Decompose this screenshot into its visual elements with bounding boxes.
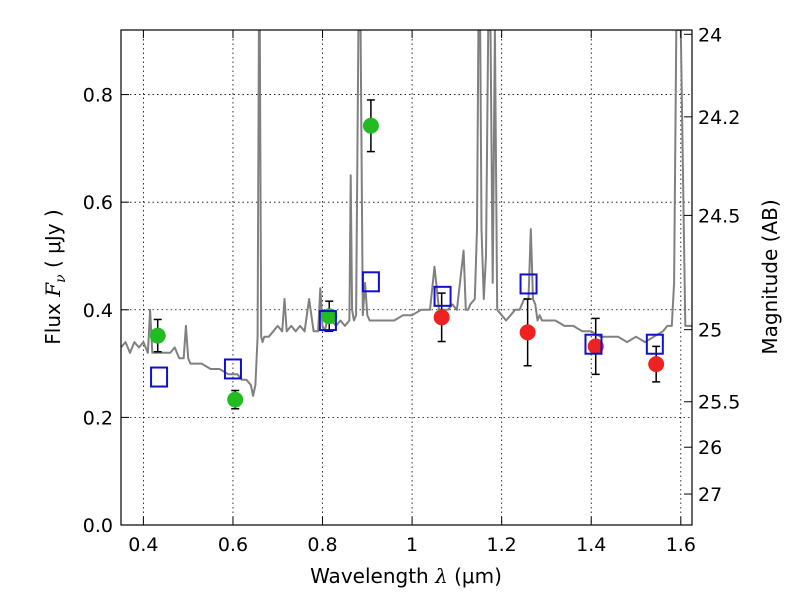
x-tick-label: 0.8	[307, 534, 337, 556]
photometry-point	[648, 356, 665, 373]
model-photometry-square	[519, 273, 538, 295]
y2-tick-label: 26	[698, 437, 722, 459]
axis-ticks: 0.4 0.6 0.8 1 1.2 1.4 1.6 0.0 0.2 0.4 0.6 0.8 24 24.2…	[83, 24, 741, 556]
photometry-points-layer	[149, 99, 665, 410]
y-axis-label: Flux Fν ( μJy )	[41, 209, 69, 344]
photometry-point	[227, 391, 244, 408]
plot-frame	[120, 29, 693, 526]
model-photometry-square	[361, 271, 380, 293]
model-photometry-square	[645, 333, 664, 355]
x-tick-label: 1.2	[487, 534, 517, 556]
y2-axis-label: Magnitude (AB)	[758, 199, 782, 354]
y2-tick-label: 24.5	[698, 205, 740, 227]
model-photometry-square	[318, 310, 337, 332]
photometry-point	[149, 327, 166, 344]
photometry-point	[321, 308, 338, 325]
y-tick-label: 0.2	[83, 407, 113, 429]
photometry-point	[519, 324, 536, 341]
model-photometry-square	[584, 333, 603, 355]
plot-background	[121, 30, 692, 525]
model-photometry-square	[433, 285, 452, 307]
y-tick-label: 0.6	[83, 192, 113, 214]
y2-tick-label: 24	[698, 24, 722, 46]
x-tick-label: 1.4	[576, 534, 606, 556]
photometry-point	[587, 338, 604, 355]
x-tick-label: 0.6	[218, 534, 248, 556]
photometry-point	[362, 117, 379, 134]
grid-lines	[121, 30, 692, 526]
y-tick-label: 0.0	[83, 515, 113, 537]
y2-tick-label: 27	[698, 484, 722, 506]
model-spectrum-line	[121, 30, 692, 397]
y2-tick-label: 25	[698, 320, 722, 342]
x-tick-label: 1	[406, 534, 418, 556]
photometry-point	[433, 309, 450, 326]
x-tick-label: 1.6	[666, 534, 696, 556]
y2-tick-label: 24.2	[698, 107, 740, 129]
x-tick-label: 0.4	[128, 534, 158, 556]
y2-tick-label: 25.5	[698, 392, 740, 414]
x-axis-label: Wavelength λ (μm)	[310, 564, 502, 588]
model-spectrum-layer	[121, 30, 692, 397]
y-tick-label: 0.8	[83, 85, 113, 107]
model-photometry-square	[223, 358, 242, 380]
model-photometry-square	[150, 366, 169, 388]
y-tick-label: 0.4	[83, 300, 113, 322]
